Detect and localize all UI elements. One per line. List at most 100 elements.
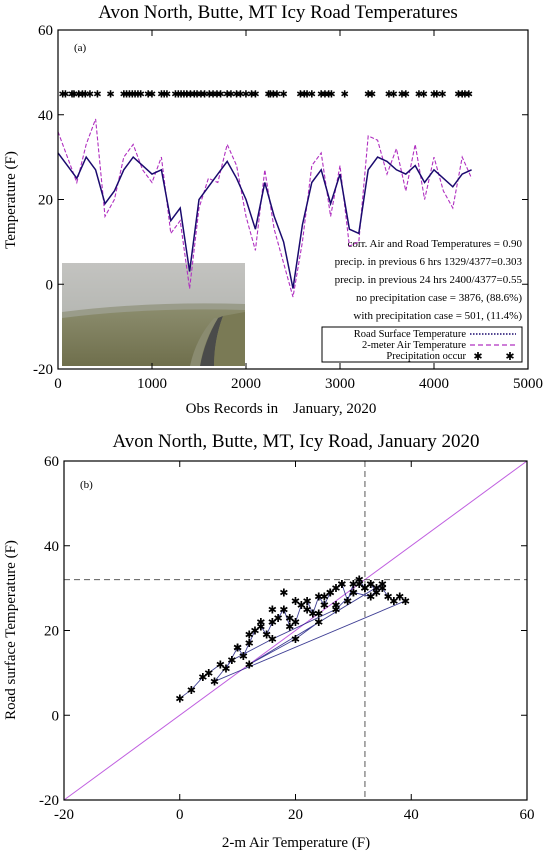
precipitation-marker: ✱ [180, 90, 188, 101]
precipitation-marker: ✱ [131, 90, 139, 101]
precipitation-marker: ✱ [296, 90, 304, 101]
precipitation-marker: ✱ [438, 90, 446, 101]
precipitation-marker: ✱ [402, 90, 410, 101]
precipitation-marker: ✱ [398, 90, 406, 101]
precipitation-marker: ✱ [415, 90, 423, 101]
panel-a-xtick-label: 0 [54, 376, 62, 392]
precipitation-marker: ✱ [216, 90, 224, 101]
scatter-point-precip: ✱ [256, 617, 265, 629]
precipitation-marker: ✱ [232, 90, 240, 101]
precipitation-marker: ✱ [227, 90, 235, 101]
panel-a-ytick-label: 60 [38, 23, 53, 39]
panel-b-ytick-label: -20 [39, 793, 59, 809]
panel-b-xtick-label: -20 [54, 807, 74, 823]
precipitation-marker: ✱ [247, 90, 255, 101]
precipitation-marker: ✱ [368, 90, 376, 101]
precipitation-marker: ✱ [209, 90, 217, 101]
scatter-point-precip: ✱ [355, 579, 364, 591]
scatter-point-precip: ✱ [349, 587, 358, 599]
scatter-point-no-precip: ✱ [337, 579, 346, 591]
precipitation-marker: ✱ [122, 90, 130, 101]
scatter-point-no-precip: ✱ [291, 617, 300, 629]
one-to-one-line [63, 460, 528, 801]
legend-road-label: Road Surface Temperature [354, 329, 467, 340]
legend-precip-marker-2: ✱ [505, 351, 514, 363]
scatter-point-precip: ✱ [326, 587, 335, 599]
air-temperature-line [57, 118, 473, 298]
precipitation-marker: ✱ [120, 90, 128, 101]
precipitation-marker: ✱ [177, 90, 185, 101]
precipitation-marker: ✱ [223, 90, 231, 101]
precipitation-marker: ✱ [236, 90, 244, 101]
panel-b-ylabel: Road surface Temperature (F) [3, 540, 19, 720]
precipitation-marker: ✱ [341, 90, 349, 101]
scatter-point-no-precip: ✱ [314, 592, 323, 604]
panel-a-xtick-label: 1000 [137, 376, 167, 392]
scatter-point-precip: ✱ [331, 600, 340, 612]
precipitation-marker: ✱ [242, 90, 250, 101]
panel-b-data: ✱✱✱✱✱✱✱✱✱✱✱✱✱✱✱✱✱✱✱✱✱✱✱✱✱✱✱✱✱✱✱✱✱✱✱✱✱✱✱✱… [63, 460, 528, 801]
scatter-point-no-precip: ✱ [366, 592, 375, 604]
scatter-point-no-precip: ✱ [245, 659, 254, 671]
scatter-point-no-precip: ✱ [279, 604, 288, 616]
scatter-point-precip: ✱ [320, 592, 329, 604]
scatter-point-precip: ✱ [233, 643, 242, 655]
precipitation-marker: ✱ [264, 90, 272, 101]
precipitation-marker: ✱ [174, 90, 182, 101]
scatter-point-no-precip: ✱ [227, 655, 236, 667]
scatter-point-no-precip: ✱ [378, 579, 387, 591]
panel-b-xtick-label: 40 [404, 807, 419, 823]
precipitation-marker: ✱ [144, 90, 152, 101]
precipitation-marker: ✱ [325, 90, 333, 101]
scatter-point-precip: ✱ [302, 604, 311, 616]
panel-a-ytick-label: 20 [38, 193, 53, 209]
precipitation-marker: ✱ [420, 90, 428, 101]
panel-a-legend: Road Surface Temperature 2-meter Air Tem… [321, 326, 523, 363]
precipitation-marker: ✱ [190, 90, 198, 101]
precipitation-marker: ✱ [200, 90, 208, 101]
road-photo [62, 263, 245, 366]
precipitation-marker: ✱ [303, 90, 311, 101]
precipitation-marker: ✱ [186, 90, 194, 101]
panel-a-ylabel: Temperature (F) [3, 151, 19, 249]
precipitation-marker: ✱ [134, 90, 142, 101]
panel-a-xtick-label: 3000 [325, 376, 355, 392]
precipitation-marker: ✱ [389, 90, 397, 101]
precipitation-marker: ✱ [183, 90, 191, 101]
precipitation-marker: ✱ [93, 90, 101, 101]
scatter-point-no-precip: ✱ [349, 579, 358, 591]
precipitation-marker: ✱ [157, 90, 165, 101]
precipitation-marker: ✱ [251, 90, 259, 101]
panel-a-annotations: corr. Air and Road Temperatures = 0.90 p… [335, 238, 523, 322]
precipitation-marker: ✱ [78, 90, 86, 101]
precipitation-marker: ✱ [81, 90, 89, 101]
panel-a-xlabel: Obs Records in January, 2020 [186, 401, 377, 417]
precipitation-marker: ✱ [75, 90, 83, 101]
scatter-point-no-precip: ✱ [395, 592, 404, 604]
scatter-point-no-precip: ✱ [291, 634, 300, 646]
panel-a-ytick-label: 0 [46, 277, 54, 293]
road-temperature-line [57, 152, 472, 289]
scatter-point-no-precip: ✱ [268, 634, 277, 646]
scatter-point-no-precip: ✱ [210, 676, 219, 688]
scatter-point-precip: ✱ [279, 587, 288, 599]
panel-a-xtick-label: 2000 [231, 376, 261, 392]
precipitation-marker: ✱ [148, 90, 156, 101]
precipitation-marker: ✱ [385, 90, 393, 101]
scatter-point-no-precip: ✱ [372, 587, 381, 599]
scatter-point-no-precip: ✱ [401, 596, 410, 608]
precipitation-marker: ✱ [106, 90, 114, 101]
precipitation-marker: ✱ [70, 90, 78, 101]
precipitation-marker: ✱ [160, 90, 168, 101]
panel-a-label: (a) [74, 42, 87, 54]
scatter-point-no-precip: ✱ [320, 600, 329, 612]
scatter-point-precip: ✱ [245, 630, 254, 642]
scatter-point-no-precip: ✱ [389, 596, 398, 608]
scatter-point-precip: ✱ [285, 613, 294, 625]
precipitation-marker: ✱ [327, 90, 335, 101]
precipitation-marker: ✱ [279, 90, 287, 101]
scatter-point-no-precip: ✱ [204, 668, 213, 680]
scatter-point-no-precip: ✱ [308, 609, 317, 621]
scatter-point-no-precip: ✱ [297, 600, 306, 612]
scatter-point-no-precip: ✱ [366, 579, 375, 591]
